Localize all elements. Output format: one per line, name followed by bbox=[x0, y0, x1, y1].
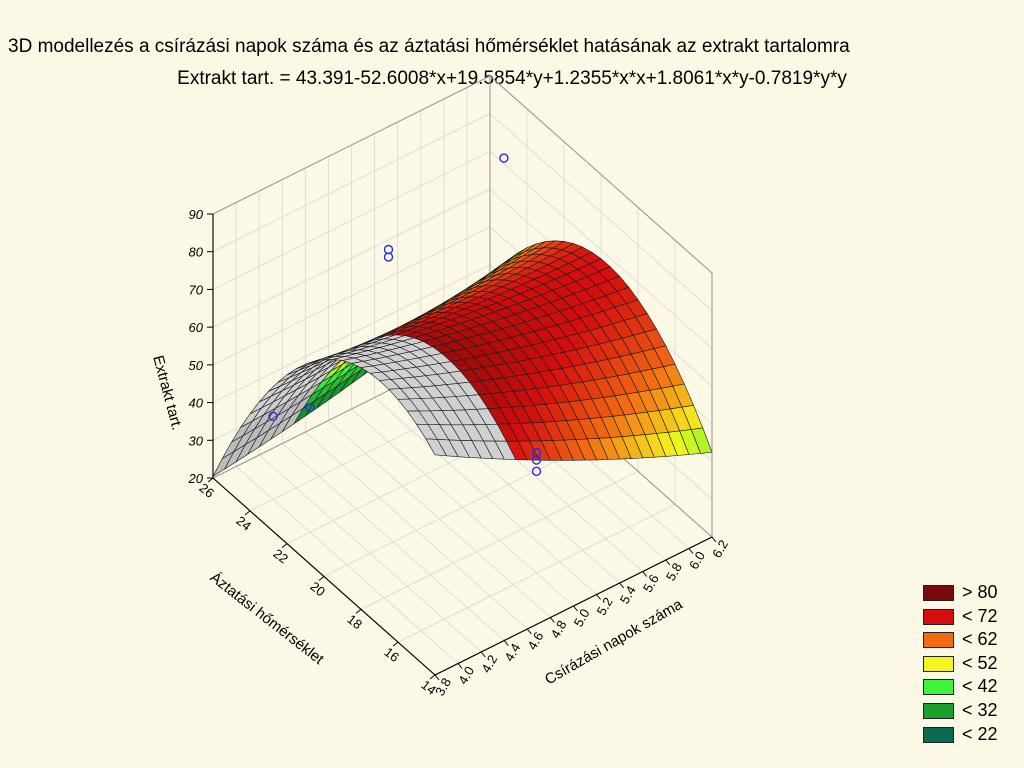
x-tick bbox=[526, 628, 532, 635]
x-tick-label: 3.8 bbox=[432, 675, 454, 698]
y-tick-label: 16 bbox=[381, 644, 402, 665]
legend-label: < 52 bbox=[962, 652, 998, 673]
legend-swatch bbox=[923, 632, 954, 649]
z-tick-label: 90 bbox=[189, 207, 204, 222]
x-tick bbox=[457, 663, 463, 669]
legend-swatch bbox=[923, 655, 954, 672]
floor-gridline bbox=[360, 470, 639, 610]
x-axis-label: Csírázási napok száma bbox=[542, 595, 686, 688]
y-tick-label: 22 bbox=[270, 546, 291, 567]
color-legend: > 80 < 72 < 62 < 52 < 42 < 32 < 22 bbox=[920, 582, 1020, 749]
legend-swatch bbox=[923, 608, 954, 625]
z-tick-label: 30 bbox=[189, 433, 204, 448]
legend-item: < 72 bbox=[920, 605, 1020, 631]
legend-swatch bbox=[923, 726, 954, 743]
legend-item: < 22 bbox=[920, 723, 1020, 749]
z-axis-label: Extrakt tart. bbox=[149, 354, 185, 432]
x-tick bbox=[642, 571, 648, 577]
observation-point bbox=[383, 244, 394, 255]
x-tick-label: 4.0 bbox=[455, 664, 477, 687]
x-tick-label: 5.8 bbox=[663, 560, 685, 583]
legend-label: < 42 bbox=[962, 676, 998, 697]
legend-item: < 52 bbox=[920, 652, 1020, 678]
y-tick-label: 24 bbox=[233, 513, 254, 534]
legend-label: > 80 bbox=[962, 582, 998, 602]
observation-point bbox=[268, 411, 278, 422]
legend-label: < 22 bbox=[962, 723, 998, 744]
x-tick-label: 6.2 bbox=[709, 537, 731, 560]
z-tick-label: 70 bbox=[189, 282, 204, 297]
surface-cell bbox=[425, 438, 448, 457]
y-tick bbox=[207, 477, 214, 483]
x-tick bbox=[573, 605, 578, 612]
x-tick bbox=[665, 559, 671, 566]
z-tick-label: 50 bbox=[189, 358, 204, 373]
y-axis-label: Áztatási hőmérséklet bbox=[207, 569, 328, 669]
legend-swatch bbox=[923, 702, 954, 719]
wall-gridline bbox=[212, 151, 491, 290]
wall-gridline bbox=[489, 151, 713, 349]
x-tick-label: 4.4 bbox=[501, 641, 523, 664]
observation-point bbox=[383, 252, 394, 262]
floor-gridline bbox=[323, 438, 602, 577]
z-tick-label: 80 bbox=[189, 245, 204, 260]
observation-point bbox=[499, 153, 509, 163]
chart-title: 3D modellezés a csírázási napok száma és… bbox=[8, 36, 850, 57]
x-tick-label: 4.6 bbox=[524, 629, 546, 652]
z-tick-label: 60 bbox=[189, 320, 204, 335]
legend-item: < 42 bbox=[920, 676, 1020, 701]
side-wall-outline bbox=[489, 75, 713, 537]
legend-item: < 62 bbox=[920, 629, 1020, 654]
wall-gridline bbox=[489, 113, 713, 312]
x-tick-label: 5.6 bbox=[640, 572, 662, 595]
legend-label: < 72 bbox=[962, 605, 998, 626]
x-tick bbox=[434, 674, 440, 681]
y-tick bbox=[281, 543, 288, 549]
observation-point bbox=[531, 455, 542, 465]
legend-item: < 32 bbox=[920, 699, 1020, 725]
wall-gridline bbox=[212, 226, 491, 366]
x-tick bbox=[619, 582, 625, 589]
z-tick-label: 20 bbox=[188, 471, 204, 486]
x-tick bbox=[688, 548, 694, 554]
y-tick-label: 18 bbox=[344, 611, 365, 632]
observation-point bbox=[531, 466, 542, 477]
z-tick-label: 40 bbox=[189, 396, 204, 411]
y-tick bbox=[392, 641, 399, 647]
x-tick-label: 5.2 bbox=[594, 595, 616, 618]
y-tick bbox=[318, 576, 325, 581]
floor-gridline bbox=[397, 503, 676, 643]
wall-gridline bbox=[212, 188, 491, 328]
y-tick bbox=[429, 674, 436, 680]
observation-point bbox=[305, 403, 315, 413]
legend-swatch bbox=[923, 679, 954, 696]
x-tick-label: 5.0 bbox=[571, 606, 593, 629]
x-tick bbox=[711, 536, 717, 543]
y-tick bbox=[355, 608, 362, 614]
x-tick-label: 4.2 bbox=[478, 652, 500, 675]
y-tick bbox=[244, 510, 251, 516]
x-tick bbox=[503, 640, 509, 646]
x-tick-label: 4.8 bbox=[548, 618, 570, 641]
x-tick-label: 6.0 bbox=[686, 549, 708, 572]
wall-gridline bbox=[212, 113, 491, 253]
y-tick-label: 20 bbox=[307, 579, 328, 600]
legend-label: < 32 bbox=[962, 699, 998, 720]
x-tick bbox=[480, 651, 486, 658]
legend-swatch bbox=[923, 585, 954, 601]
observation-points bbox=[268, 153, 542, 477]
x-tick bbox=[596, 594, 601, 600]
legend-item: > 80 bbox=[920, 582, 1020, 607]
x-tick bbox=[550, 617, 555, 623]
x-tick-label: 5.4 bbox=[617, 583, 639, 606]
wall-gridline bbox=[212, 264, 491, 403]
chart-subtitle: Extrakt tart. = 43.391-52.6008*x+19.5854… bbox=[177, 68, 847, 89]
legend-label: < 62 bbox=[962, 629, 998, 650]
